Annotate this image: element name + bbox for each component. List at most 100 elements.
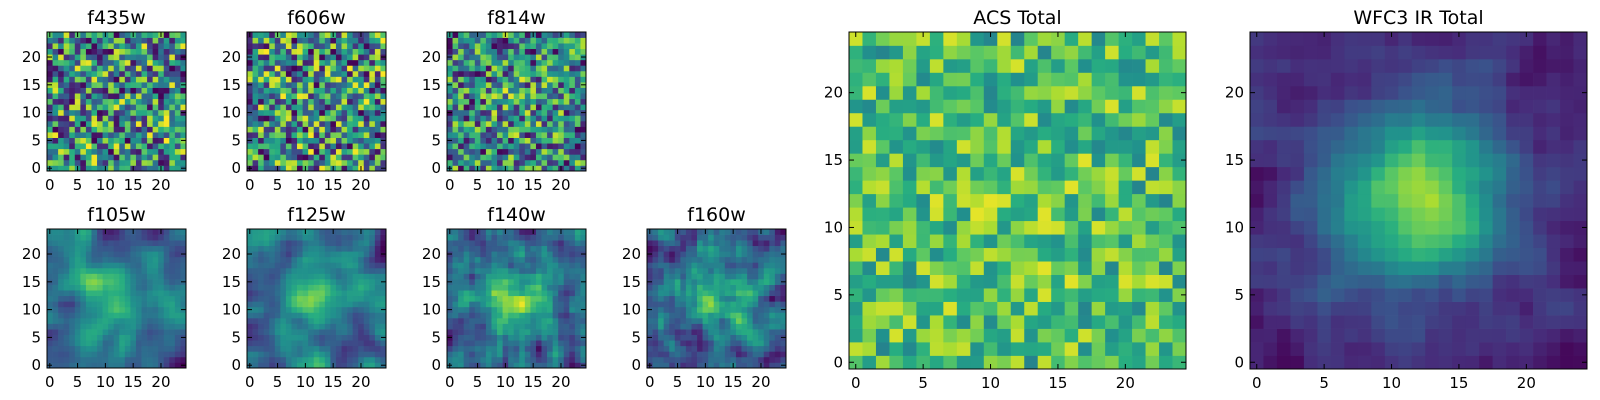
heatmap-cell xyxy=(180,312,187,319)
heatmap-cell xyxy=(63,351,70,358)
heatmap-cell xyxy=(862,301,877,316)
heatmap-cell xyxy=(685,351,692,358)
heatmap-cell xyxy=(352,267,359,274)
heatmap-cell xyxy=(319,65,326,72)
heatmap-cell xyxy=(535,351,542,358)
heatmap-cell xyxy=(508,329,515,335)
heatmap-cell xyxy=(313,262,320,269)
heatmap-cell xyxy=(458,362,465,369)
heatmap-cell xyxy=(983,261,998,275)
heatmap-cell xyxy=(91,87,98,94)
heatmap-cell xyxy=(308,159,315,166)
heatmap-cell xyxy=(141,295,148,302)
heatmap-cell xyxy=(369,132,376,138)
heatmap-cell xyxy=(180,340,187,347)
heatmap-cell xyxy=(319,70,326,77)
heatmap-cell xyxy=(280,98,287,105)
y-tick-label: 5 xyxy=(431,328,441,346)
heatmap-cell xyxy=(535,43,542,50)
heatmap-cell xyxy=(147,148,153,155)
heatmap-cell xyxy=(647,267,653,274)
heatmap-cell xyxy=(80,98,87,105)
heatmap-cell xyxy=(130,279,137,285)
heatmap-cell xyxy=(352,48,359,55)
heatmap-cell xyxy=(758,306,765,313)
heatmap-cell xyxy=(497,98,503,105)
heatmap-cell xyxy=(1037,355,1052,370)
heatmap-cell xyxy=(124,109,131,116)
heatmap-cell xyxy=(508,98,515,105)
heatmap-cell xyxy=(52,143,59,150)
heatmap-cell xyxy=(58,284,65,291)
heatmap-cell xyxy=(702,301,709,308)
heatmap-cell xyxy=(970,274,985,289)
heatmap-cell xyxy=(285,334,292,341)
heatmap-cell xyxy=(102,323,109,330)
heatmap-cell xyxy=(335,98,342,105)
heatmap-cell xyxy=(519,256,526,263)
heatmap-cell xyxy=(47,98,53,105)
y-tick-label: 10 xyxy=(422,301,441,319)
heatmap-cell xyxy=(152,165,159,172)
heatmap-cell xyxy=(369,345,376,352)
heatmap-cell xyxy=(47,245,53,252)
heatmap-cell xyxy=(508,37,515,44)
heatmap-cell xyxy=(358,98,365,105)
heatmap-cell xyxy=(685,340,692,347)
heatmap-cell xyxy=(502,87,509,94)
heatmap-cell xyxy=(702,351,709,358)
heatmap-cell xyxy=(674,356,681,363)
heatmap-cell xyxy=(252,312,259,319)
heatmap-cell xyxy=(63,340,70,347)
heatmap-cell xyxy=(324,143,331,150)
heatmap-cell xyxy=(741,273,748,280)
heatmap-cell xyxy=(513,32,520,38)
heatmap-cell xyxy=(780,240,787,247)
heatmap-cell xyxy=(180,329,187,335)
heatmap-cell xyxy=(508,279,515,285)
heatmap-cell xyxy=(85,329,92,335)
heatmap-cell xyxy=(152,87,159,94)
heatmap-cell xyxy=(902,166,917,181)
heatmap-cell xyxy=(352,329,359,335)
heatmap-cell xyxy=(491,115,498,122)
heatmap-cell xyxy=(91,362,98,369)
heatmap-cell xyxy=(574,104,581,111)
heatmap-cell xyxy=(297,245,303,252)
heatmap-cell xyxy=(85,267,92,274)
heatmap-cell xyxy=(152,43,159,50)
heatmap-cell xyxy=(302,87,309,94)
heatmap-cell xyxy=(285,154,292,161)
heatmap-cell xyxy=(1010,207,1025,222)
heatmap-cell xyxy=(63,317,70,324)
heatmap-cell xyxy=(163,48,170,55)
heatmap-cell xyxy=(258,234,265,241)
heatmap-cell xyxy=(752,256,759,263)
heatmap-cell xyxy=(341,54,348,61)
heatmap-cell xyxy=(313,37,320,44)
heatmap-cell xyxy=(180,59,187,66)
heatmap-cell xyxy=(358,132,365,138)
heatmap-cell xyxy=(341,356,348,363)
heatmap-cell xyxy=(563,323,570,330)
heatmap-cell xyxy=(363,306,370,313)
heatmap-cell xyxy=(552,306,559,313)
heatmap-cell xyxy=(774,323,781,330)
heatmap-cell xyxy=(374,295,381,302)
heatmap-cell xyxy=(147,273,153,280)
heatmap-cell xyxy=(285,132,292,138)
heatmap-cell xyxy=(369,165,376,172)
heatmap-cell xyxy=(889,274,904,289)
heatmap-cell xyxy=(1010,342,1025,356)
heatmap-cell xyxy=(647,262,653,269)
heatmap-cell xyxy=(524,154,531,161)
heatmap-cell xyxy=(330,334,337,341)
heatmap-cell xyxy=(463,165,470,172)
heatmap-cell xyxy=(58,59,65,66)
heatmap-cell xyxy=(258,284,265,291)
heatmap-cell xyxy=(574,334,581,341)
heatmap-cell xyxy=(1091,220,1106,235)
heatmap-cell xyxy=(724,273,731,280)
heatmap-cell xyxy=(485,37,492,44)
heatmap-cell xyxy=(929,274,944,289)
